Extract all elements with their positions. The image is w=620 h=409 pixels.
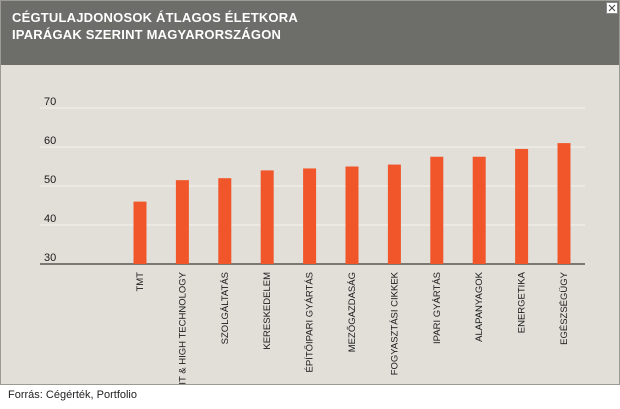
bar xyxy=(472,156,486,264)
x-tick-label: ENERGETIKA xyxy=(517,271,528,333)
bar xyxy=(218,178,232,264)
x-tick-label: TMT xyxy=(135,272,146,292)
y-tick-label: 70 xyxy=(44,96,56,108)
bar xyxy=(303,168,317,264)
x-tick-label: SZOLGÁLTATÁS xyxy=(220,272,231,344)
bar xyxy=(387,164,401,264)
bars xyxy=(133,143,571,264)
y-tick-label: 40 xyxy=(44,213,56,225)
bar xyxy=(557,143,571,264)
chart-title-line-1: CÉGTULAJDONOSOK ÁTLAGOS ÉLETKORA xyxy=(12,10,298,25)
bar xyxy=(430,156,444,264)
x-tick-label: FOGYASZTÁSI CIKKEK xyxy=(389,271,400,375)
bar xyxy=(133,201,147,264)
y-tick-label: 50 xyxy=(44,174,56,186)
bar-chart: CÉGTULAJDONOSOK ÁTLAGOS ÉLETKORA IPARÁGA… xyxy=(0,0,620,385)
x-tick-label: IPARI GYÁRTÁS xyxy=(432,272,443,344)
y-axis-ticks: 30 40 50 60 70 xyxy=(44,96,56,264)
bar xyxy=(175,180,189,264)
y-tick-label: 60 xyxy=(44,135,56,147)
chart-title-line-2: IPARÁGAK SZERINT MAGYARORSZÁGON xyxy=(12,27,281,42)
header-band xyxy=(1,1,619,65)
source-caption: Forrás: Cégérték, Portfolio xyxy=(8,389,137,401)
x-tick-label: EGÉSZSÉGÜGY xyxy=(559,271,570,345)
x-tick-label: MEZŐGAZDASÁG xyxy=(347,272,358,352)
x-tick-label: KERESKEDELEM xyxy=(262,272,273,350)
bar xyxy=(345,166,359,264)
y-tick-label: 30 xyxy=(44,252,56,264)
expand-icon[interactable] xyxy=(606,2,618,14)
x-tick-label: IT & HIGH TECHNOLOGY xyxy=(177,271,188,384)
bar xyxy=(515,148,529,264)
chart-frame: CÉGTULAJDONOSOK ÁTLAGOS ÉLETKORA IPARÁGA… xyxy=(0,0,620,385)
x-tick-label: ÉPÍTŐIPARI GYÁRTÁS xyxy=(305,272,316,372)
x-axis-labels: TMT IT & HIGH TECHNOLOGY SZOLGÁLTATÁS KERES… xyxy=(135,271,570,384)
x-tick-label: ALAPANYAGOK xyxy=(474,271,485,342)
bar xyxy=(260,170,274,264)
